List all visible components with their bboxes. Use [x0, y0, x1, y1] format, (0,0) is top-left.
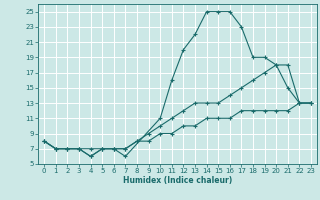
X-axis label: Humidex (Indice chaleur): Humidex (Indice chaleur)	[123, 176, 232, 185]
